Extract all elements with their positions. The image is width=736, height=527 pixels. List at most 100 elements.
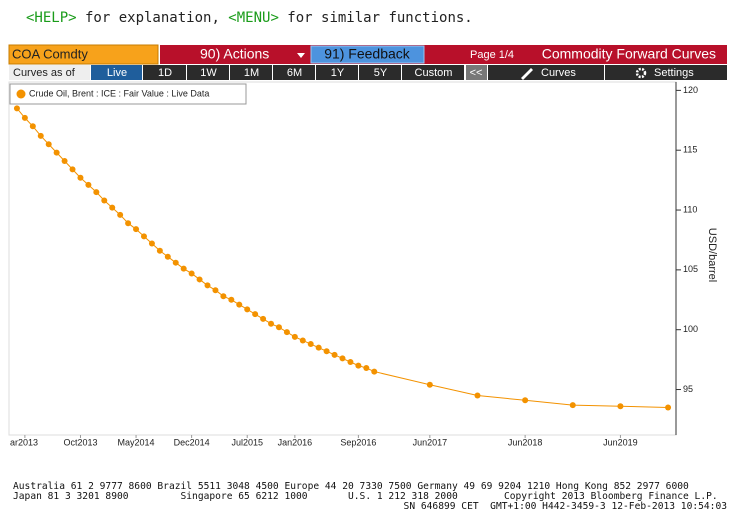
period-label: Custom [415,67,453,79]
data-point [268,320,275,327]
data-point [125,220,132,227]
data-point [347,359,354,366]
period-label: 1M [244,67,259,79]
pencil-icon [521,68,533,80]
data-point [228,296,235,303]
actions-menu[interactable]: 90) Actions [200,46,269,62]
help-key[interactable]: <HELP> [26,10,77,26]
data-point [426,381,433,388]
collapse-button[interactable] [466,65,487,80]
data-point [180,265,187,272]
data-point [307,341,314,348]
feedback-label: 91) Feedback [324,46,411,62]
data-point [474,392,481,399]
data-point [101,197,108,204]
data-point [85,181,92,188]
data-point [220,293,227,300]
period-button[interactable] [359,65,401,80]
data-point [299,337,306,344]
data-point [260,315,267,322]
gear-icon [635,67,647,79]
data-point [283,329,290,336]
x-tick-label: Dec2014 [174,437,210,447]
data-point [244,306,251,313]
data-point [93,189,100,196]
curves-button[interactable] [488,65,604,80]
data-point [212,287,219,294]
data-point [204,282,211,289]
y-tick-label: 95 [683,384,693,394]
data-point [77,174,84,181]
x-tick-label: May2014 [118,437,155,447]
period-label: 1W [200,67,217,79]
period-button[interactable] [91,65,142,80]
data-point [37,132,44,139]
legend [9,83,247,105]
period-button[interactable] [316,65,358,80]
menu-key[interactable]: <MENU> [228,10,279,26]
data-point [133,226,140,233]
help-text: for similar functions. [279,10,473,26]
data-point [371,368,378,375]
settings-label: Settings [654,67,694,79]
curves-as-of-box [9,65,90,80]
series-line [16,108,669,408]
data-point [665,404,672,411]
data-point [331,351,338,358]
period-label: Live [107,67,127,79]
period-button[interactable] [143,65,186,80]
settings-button[interactable] [605,65,727,80]
security: COA Comdty [12,46,88,61]
page-indicator: Page 1/4 [470,49,514,61]
x-tick-label: Sep2016 [340,437,376,447]
plot-area [8,81,677,436]
data-point [13,105,20,112]
curves-label: Curves [541,67,576,79]
data-point [355,362,362,369]
period-button[interactable] [273,65,315,80]
footer-line: Japan 81 3 3201 8900 Singapore 65 6212 1… [13,491,718,502]
x-tick-label: ar2013 [10,437,38,447]
data-point [117,211,124,218]
data-point [140,233,147,240]
footer-line: SN 646899 CET GMT+1:00 H442-3459-3 12-Fe… [404,501,728,512]
security-box[interactable] [8,44,159,65]
data-point [236,301,243,308]
collapse-label: << [470,67,483,79]
data-point [569,402,576,409]
data-point [363,364,370,371]
data-point [252,311,259,318]
period-buttons: Live 1D 1W 1M 6M 1Y 5Y Custom [91,65,464,80]
data-point [172,259,179,266]
y-tick-label: 100 [683,324,698,334]
x-tick-label: Jul2015 [231,437,263,447]
feedback-button[interactable] [310,45,425,64]
dropdown-arrow[interactable] [297,53,305,58]
data-point [164,253,171,260]
data-point [275,324,282,331]
plot: 95 100 105 110 115 120 ar2013 Oct2013 May2014 Dec… [10,82,698,447]
y-tick-label: 120 [683,85,698,95]
data-point [522,397,529,404]
footer-line: Australia 61 2 9777 8600 Brazil 5511 304… [13,481,689,492]
period-label: 1Y [331,67,345,79]
function-title: Commodity Forward Curves [542,46,716,62]
period-button[interactable] [402,65,464,80]
period-button[interactable] [187,65,229,80]
data-point [69,166,76,173]
y-tick-label: 115 [683,145,697,155]
data-point [53,149,60,156]
period-label: 6M [287,67,302,79]
data-point [21,114,28,121]
data-point [29,123,36,130]
data-point [156,247,163,254]
y-tick-label: 110 [683,204,697,214]
curves-as-of: Curves as of [13,67,76,79]
x-tick-label: Jun2018 [508,437,543,447]
x-tick-label: Oct2013 [63,437,97,447]
data-point [45,141,52,148]
data-point [109,204,116,211]
x-tick-label: Jan2016 [278,437,313,447]
period-button[interactable] [230,65,272,80]
